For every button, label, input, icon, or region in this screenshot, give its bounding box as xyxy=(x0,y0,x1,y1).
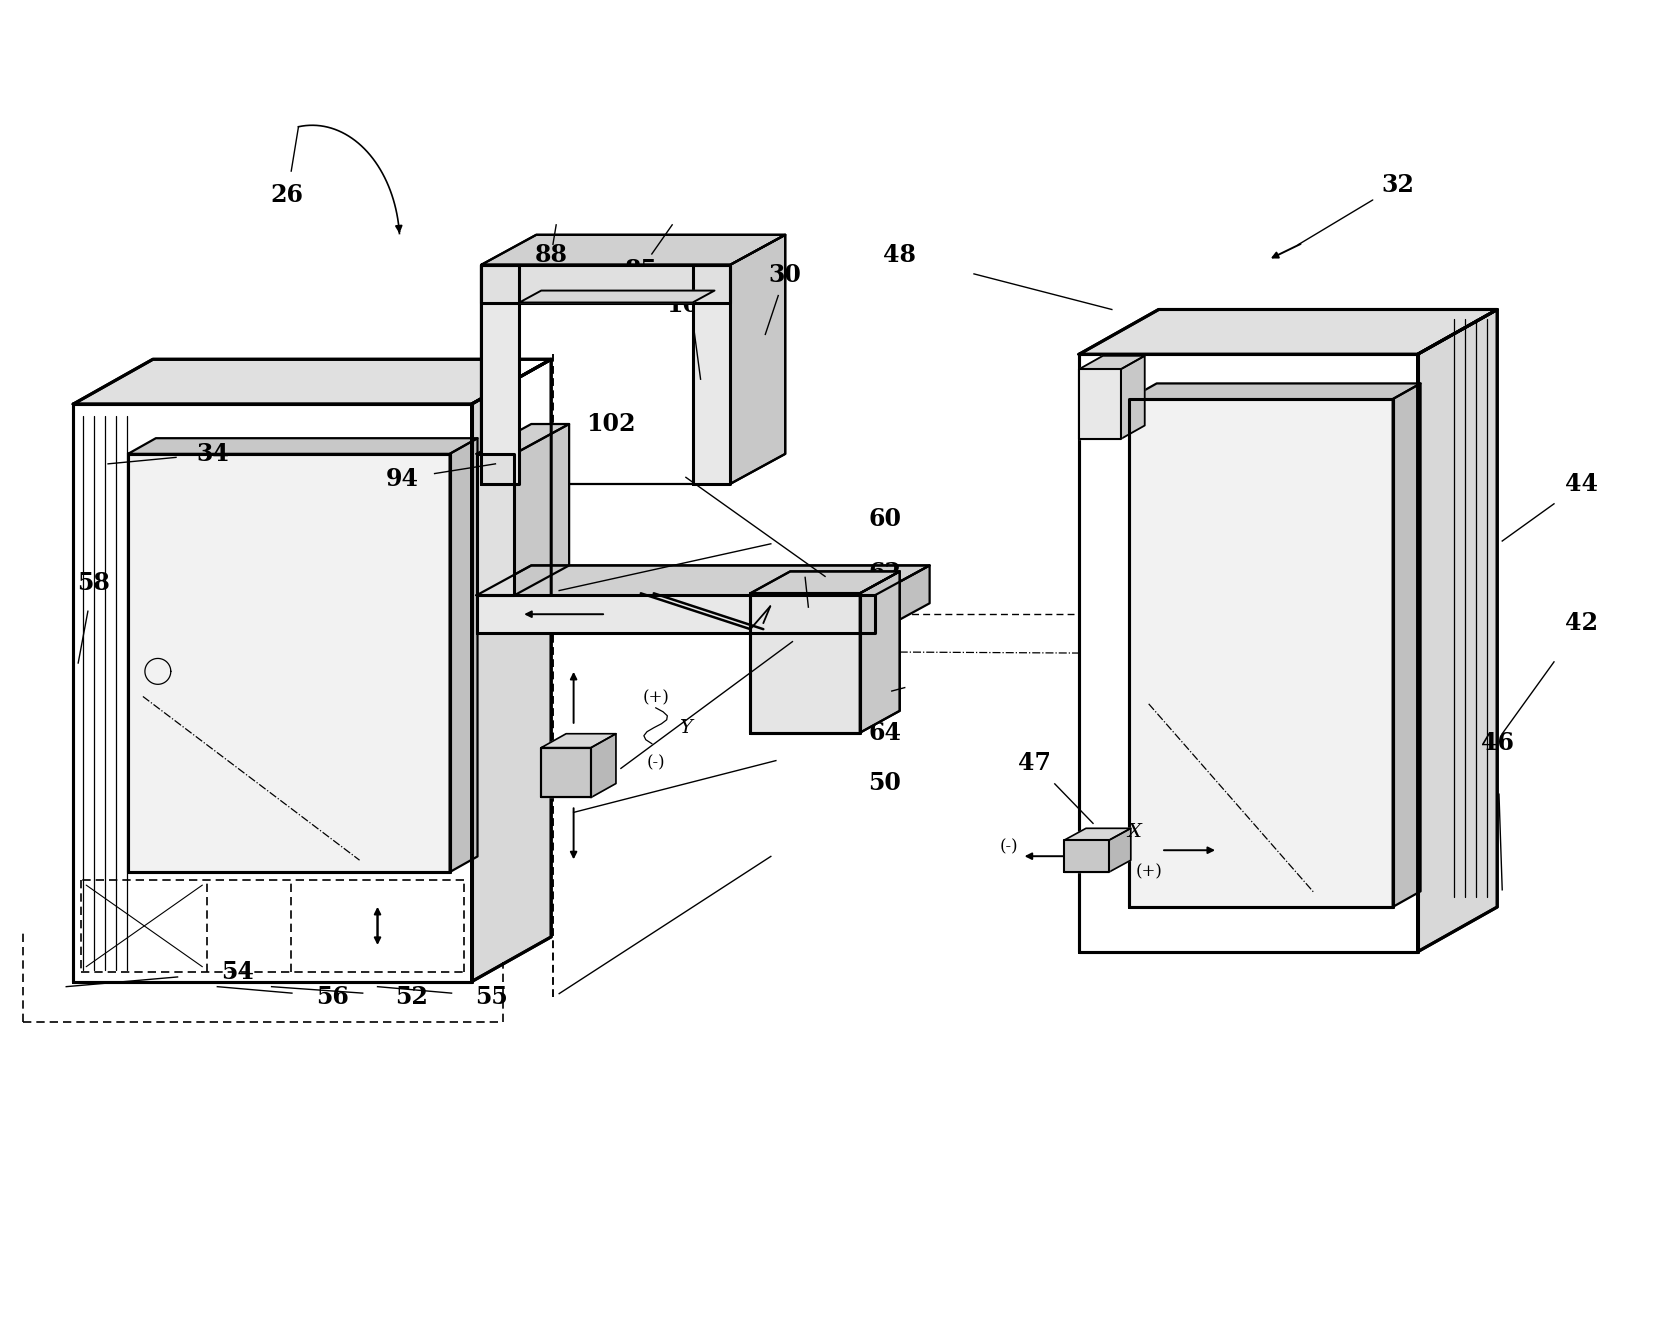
Polygon shape xyxy=(875,565,930,633)
Polygon shape xyxy=(476,565,930,596)
Polygon shape xyxy=(1128,384,1421,399)
Polygon shape xyxy=(520,291,714,303)
Polygon shape xyxy=(1121,356,1145,439)
Polygon shape xyxy=(1079,369,1121,439)
Polygon shape xyxy=(1064,828,1131,840)
Text: 50: 50 xyxy=(868,770,902,794)
Polygon shape xyxy=(860,572,900,733)
Text: (+): (+) xyxy=(642,689,669,706)
Text: (+): (+) xyxy=(1135,864,1161,881)
Text: 32: 32 xyxy=(1381,173,1415,197)
Text: 60: 60 xyxy=(868,507,902,531)
Text: (-): (-) xyxy=(647,754,665,770)
Polygon shape xyxy=(74,404,471,981)
Polygon shape xyxy=(476,596,875,633)
Text: (-): (-) xyxy=(1001,838,1019,856)
Text: 47: 47 xyxy=(1017,750,1051,774)
Text: 54: 54 xyxy=(221,960,255,984)
Text: 58: 58 xyxy=(77,572,109,596)
Text: 26: 26 xyxy=(272,183,303,207)
Polygon shape xyxy=(1128,399,1393,906)
Text: Y: Y xyxy=(679,718,692,737)
Polygon shape xyxy=(1064,840,1110,872)
Polygon shape xyxy=(541,733,615,748)
Text: 88: 88 xyxy=(535,243,568,267)
Polygon shape xyxy=(1079,309,1497,355)
Polygon shape xyxy=(127,439,478,455)
Text: 48: 48 xyxy=(883,243,917,267)
Text: 104: 104 xyxy=(665,292,716,316)
Text: 55: 55 xyxy=(474,985,508,1009)
Polygon shape xyxy=(1393,384,1421,906)
Polygon shape xyxy=(476,424,570,455)
Polygon shape xyxy=(481,265,731,484)
Polygon shape xyxy=(476,455,515,596)
Polygon shape xyxy=(541,748,592,797)
Text: 46: 46 xyxy=(1480,730,1513,754)
Polygon shape xyxy=(449,439,478,872)
Polygon shape xyxy=(481,265,520,484)
Text: 102: 102 xyxy=(587,412,635,436)
Polygon shape xyxy=(692,265,731,484)
Polygon shape xyxy=(751,572,900,593)
Polygon shape xyxy=(751,593,860,733)
Text: X: X xyxy=(1126,824,1141,841)
Text: 94: 94 xyxy=(385,467,419,491)
Text: 62: 62 xyxy=(868,561,902,585)
Text: 85: 85 xyxy=(625,257,657,281)
Text: 30: 30 xyxy=(769,263,801,287)
Text: 44: 44 xyxy=(1565,472,1599,496)
Text: 64: 64 xyxy=(868,721,902,745)
Polygon shape xyxy=(481,265,731,303)
Polygon shape xyxy=(127,455,449,872)
Polygon shape xyxy=(1418,309,1497,952)
Text: 36: 36 xyxy=(794,612,826,636)
Text: 34: 34 xyxy=(196,443,230,467)
Text: 81: 81 xyxy=(868,681,902,705)
Polygon shape xyxy=(1079,355,1418,952)
Polygon shape xyxy=(481,235,786,265)
Polygon shape xyxy=(731,235,786,484)
Polygon shape xyxy=(1079,356,1145,369)
Text: 42: 42 xyxy=(1565,612,1599,636)
Polygon shape xyxy=(471,360,551,981)
Polygon shape xyxy=(515,424,570,596)
Text: 56: 56 xyxy=(315,985,349,1009)
Polygon shape xyxy=(74,360,551,404)
Polygon shape xyxy=(1110,828,1131,872)
Polygon shape xyxy=(592,733,615,797)
Text: 52: 52 xyxy=(396,985,429,1009)
